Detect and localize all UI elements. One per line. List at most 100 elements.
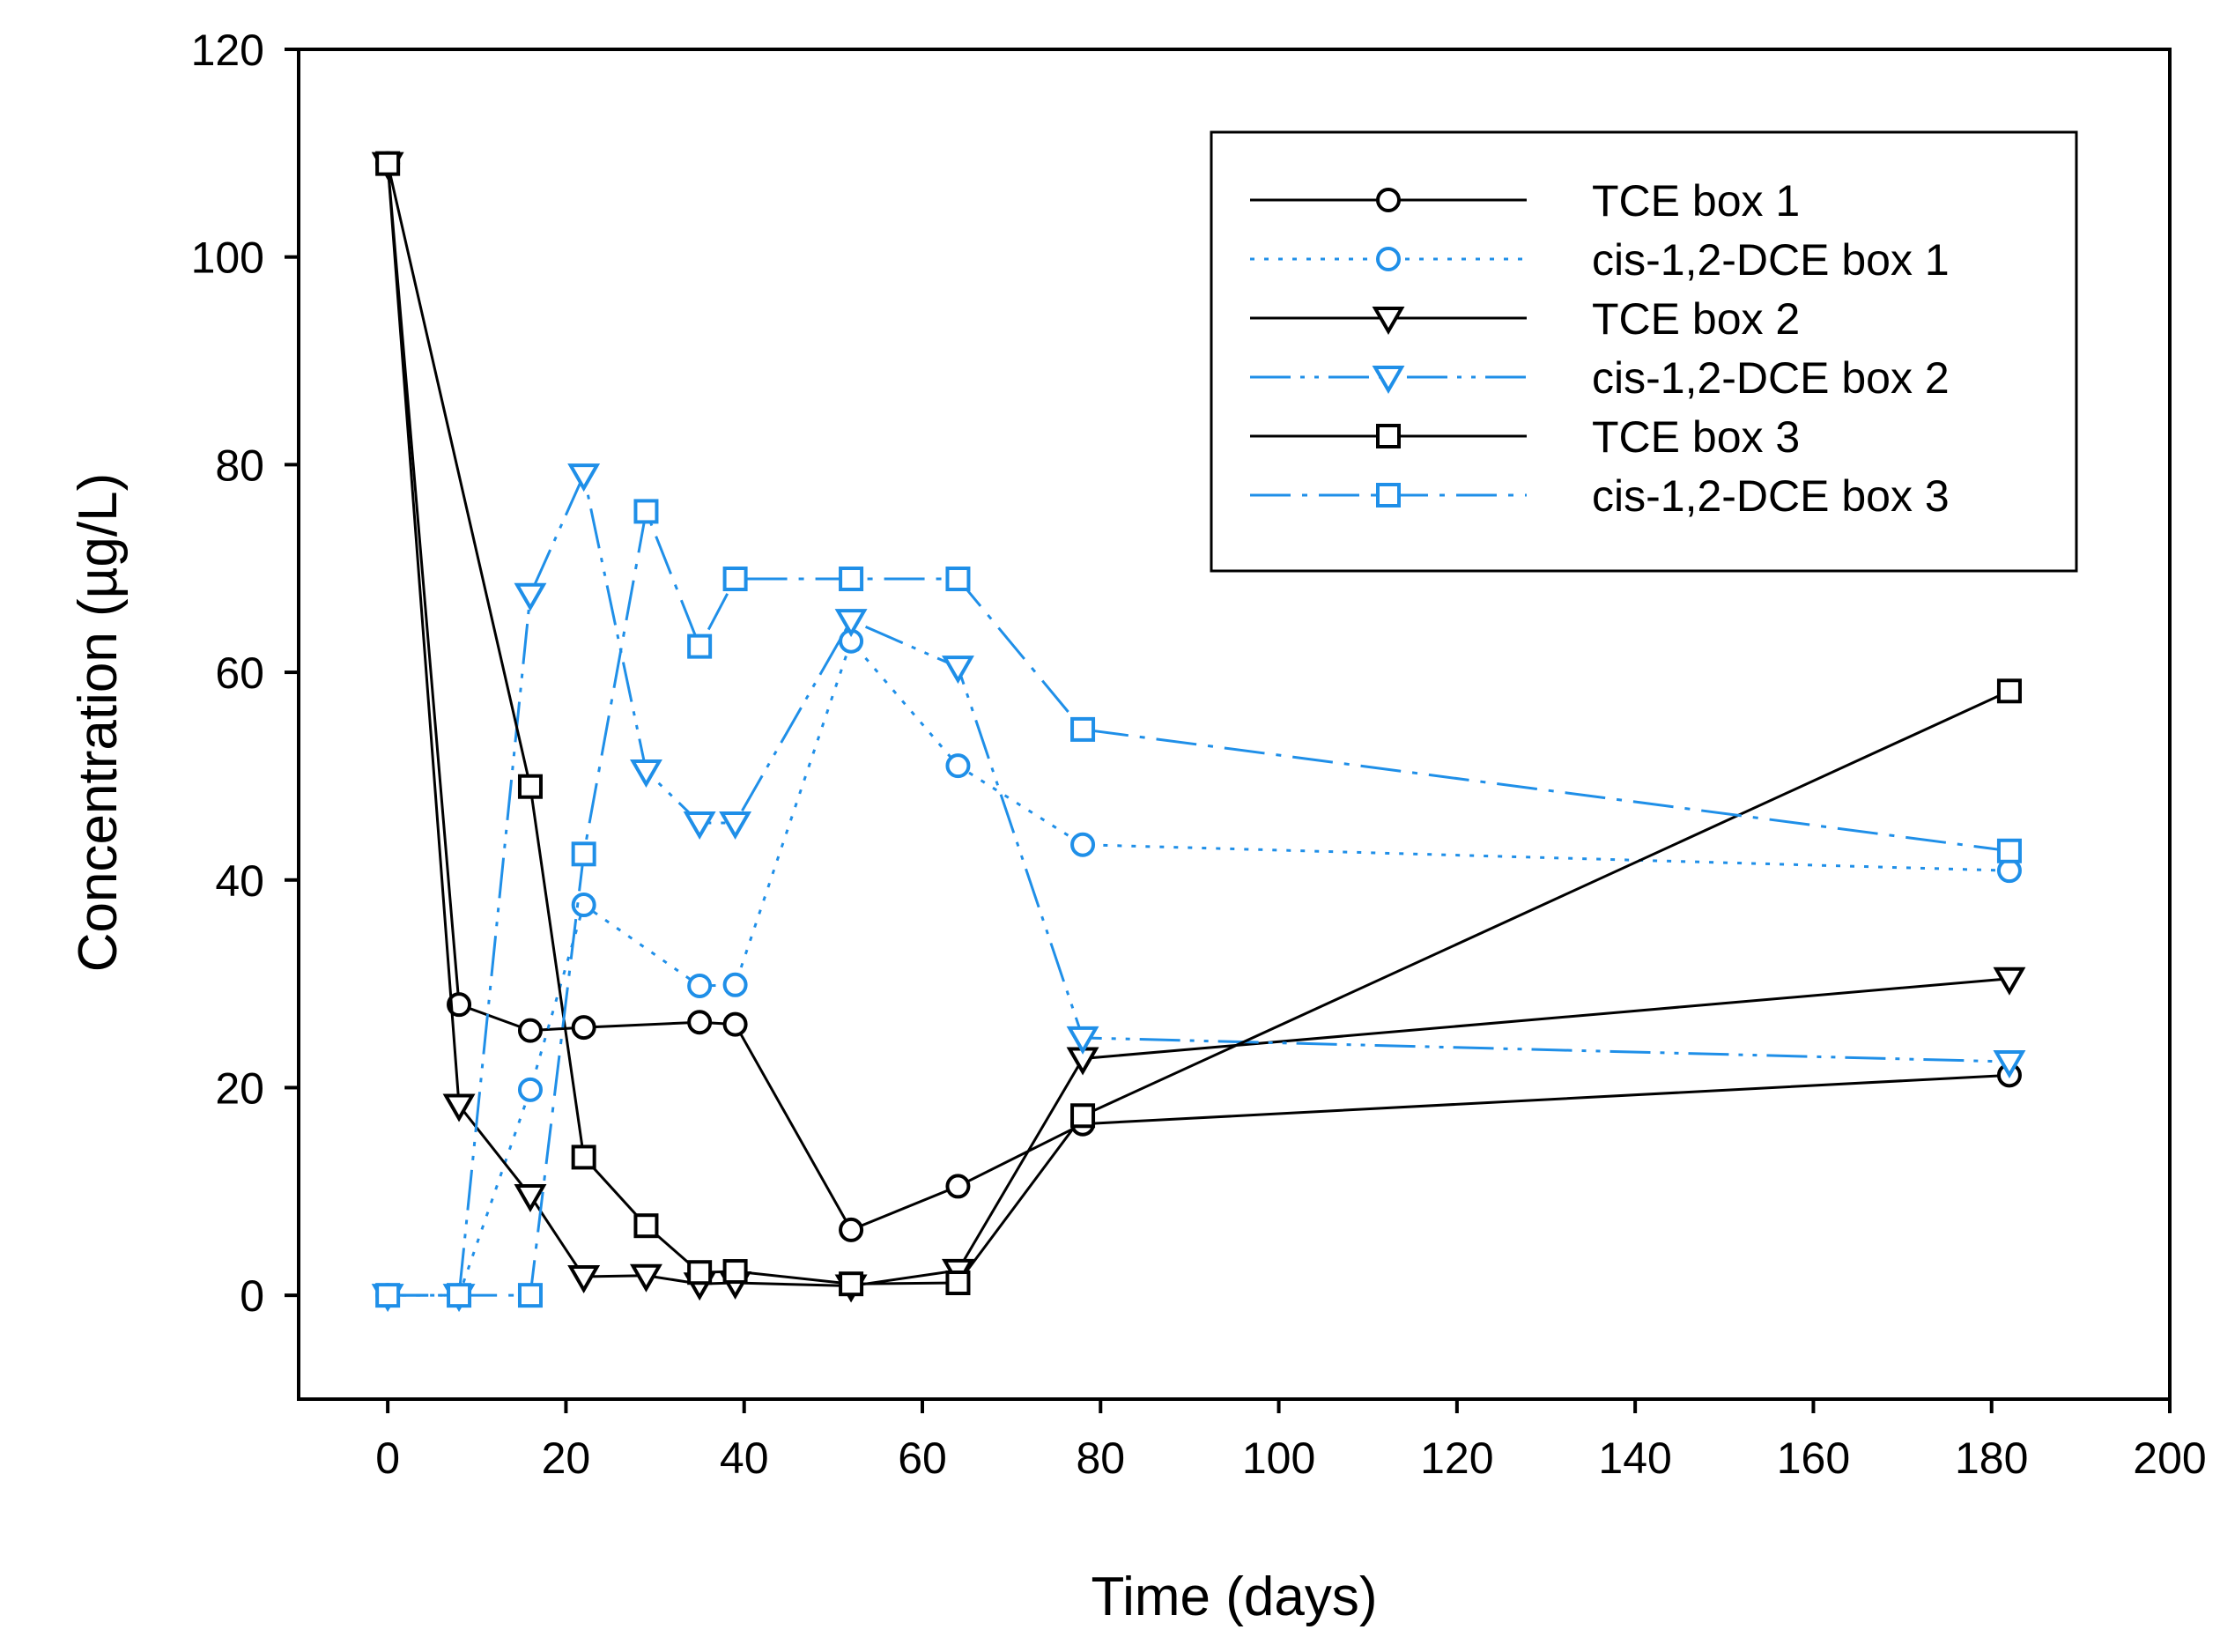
data-point — [375, 151, 401, 176]
data-point — [1996, 838, 2022, 863]
data-point — [571, 841, 596, 867]
data-point — [945, 1270, 971, 1296]
data-point — [722, 972, 748, 997]
data-point — [633, 499, 659, 524]
legend-label: cis-1,2-DCE box 3 — [1592, 471, 1950, 521]
y-tick-label: 0 — [240, 1271, 264, 1321]
y-tick-label: 20 — [215, 1063, 264, 1113]
y-tick-label: 100 — [191, 233, 264, 283]
data-point — [375, 1283, 401, 1308]
legend: TCE box 1 cis-1,2-DCE box 1 TCE box 2 cis-1… — [1210, 130, 2078, 573]
data-point — [571, 893, 596, 918]
x-tick-label: 160 — [1777, 1433, 1850, 1483]
y-axis-title: Concentration (µg/L) — [68, 473, 129, 972]
data-point — [517, 1018, 543, 1043]
series-line — [386, 163, 2010, 1285]
x-tick-label: 200 — [2133, 1433, 2206, 1483]
data-point — [514, 1184, 547, 1213]
data-point — [687, 973, 713, 998]
y-axis-ticks: 0 20 40 60 80 100 120 — [191, 26, 299, 1321]
data-point — [1993, 1050, 2026, 1079]
data-point — [1066, 1026, 1099, 1055]
series-line — [386, 163, 2010, 1232]
data-point — [567, 1264, 601, 1293]
data-point — [719, 811, 752, 840]
data-point — [514, 582, 547, 611]
data-point — [722, 567, 748, 592]
data-point — [945, 567, 971, 592]
y-tick-label: 40 — [215, 856, 264, 906]
legend-box — [1210, 130, 2078, 573]
legend-item: cis-1,2-DCE box 2 — [1250, 353, 1950, 403]
data-point — [517, 774, 543, 799]
series-6 — [375, 499, 2022, 1308]
plot-area-frame — [297, 48, 2172, 1401]
series-5 — [375, 151, 2022, 1297]
x-tick-label: 60 — [898, 1433, 947, 1483]
legend-item: cis-1,2-DCE box 1 — [1250, 235, 1950, 285]
data-point — [517, 1077, 543, 1102]
legend-label: TCE box 3 — [1592, 412, 1800, 462]
data-point — [722, 1259, 748, 1285]
legend-item: TCE box 1 — [1250, 176, 1800, 226]
data-point — [1070, 716, 1096, 742]
data-point — [687, 1010, 713, 1035]
data-point — [629, 759, 662, 789]
data-point — [687, 1260, 713, 1285]
data-point — [447, 992, 472, 1018]
x-axis-title: Time (days) — [1092, 1567, 1378, 1627]
data-point — [517, 1283, 543, 1308]
x-tick-label: 80 — [1076, 1433, 1125, 1483]
data-point — [683, 811, 716, 840]
data-point — [945, 753, 971, 779]
data-point — [834, 609, 868, 638]
x-tick-label: 20 — [542, 1433, 591, 1483]
legend-items: TCE box 1 cis-1,2-DCE box 1 TCE box 2 cis-1… — [1250, 176, 1950, 521]
legend-marker — [1372, 307, 1405, 336]
x-tick-label: 40 — [720, 1433, 769, 1483]
x-tick-label: 180 — [1955, 1433, 2028, 1483]
data-point — [941, 656, 974, 685]
data-point — [687, 633, 713, 659]
data-point — [1070, 1103, 1096, 1129]
legend-marker — [1372, 366, 1405, 395]
data-point — [839, 567, 864, 592]
data-point — [1996, 678, 2022, 704]
data-point — [571, 1145, 596, 1170]
data-point — [722, 1011, 748, 1037]
data-point — [447, 1283, 472, 1308]
data-point — [629, 1263, 662, 1293]
data-point — [567, 463, 601, 493]
x-tick-label: 100 — [1242, 1433, 1315, 1483]
legend-item: TCE box 3 — [1250, 412, 1800, 462]
legend-item: TCE box 2 — [1250, 294, 1800, 344]
y-tick-label: 60 — [215, 648, 264, 698]
data-point — [1993, 967, 2026, 996]
y-tick-label: 80 — [215, 441, 264, 490]
data-point — [839, 1271, 864, 1297]
x-tick-label: 0 — [375, 1433, 400, 1483]
legend-label: TCE box 2 — [1592, 294, 1800, 344]
data-point — [1070, 832, 1096, 857]
legend-marker — [1376, 247, 1401, 271]
legend-item: cis-1,2-DCE box 3 — [1250, 471, 1950, 521]
y-tick-label: 120 — [191, 26, 264, 75]
data-point — [839, 1217, 864, 1242]
legend-label: TCE box 1 — [1592, 176, 1800, 226]
data-point — [633, 1213, 659, 1239]
series-layer — [371, 151, 2026, 1313]
series-2 — [375, 628, 2022, 1308]
legend-marker — [1376, 424, 1401, 448]
series-line — [388, 506, 2010, 1297]
x-tick-label: 120 — [1420, 1433, 1493, 1483]
legend-label: cis-1,2-DCE box 1 — [1592, 235, 1950, 285]
legend-marker — [1376, 188, 1401, 212]
data-point — [571, 1015, 596, 1041]
legend-label: cis-1,2-DCE box 2 — [1592, 353, 1950, 403]
series-line — [388, 638, 2009, 1297]
data-point — [945, 1174, 971, 1199]
x-tick-label: 140 — [1598, 1433, 1671, 1483]
x-axis-ticks: 0 20 40 60 80 100 120 140 160 180 200 — [375, 1399, 2207, 1483]
legend-marker — [1376, 483, 1401, 507]
